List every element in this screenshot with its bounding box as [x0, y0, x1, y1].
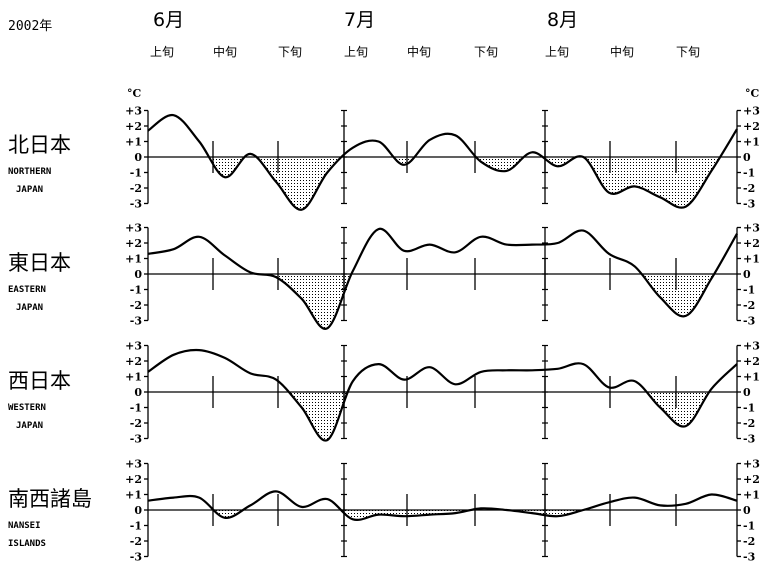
panel-northern-japan: 北日本 NORTHERN JAPAN +3 +2 +1 0 -1 -2 -3 +3 +2 +1 0 -…	[8, 105, 760, 211]
y-tick-label: +1	[743, 371, 760, 384]
y-tick-label: 0	[743, 268, 751, 281]
anomaly-series-line	[147, 490, 738, 521]
y-tick-label: -2	[743, 182, 755, 195]
dekad-label: 上旬	[545, 45, 569, 59]
y-tick-label: -2	[743, 535, 755, 548]
y-tick-label: -2	[130, 417, 142, 430]
y-tick-label: -1	[743, 520, 755, 533]
y-tick-label: -2	[743, 417, 755, 430]
year-label: 2002年	[8, 19, 52, 34]
anomaly-series-line	[147, 227, 738, 330]
anomaly-series-line	[147, 114, 738, 211]
region-name-en-line2: JAPAN	[16, 303, 43, 313]
y-tick-label: +1	[125, 253, 142, 266]
y-tick-label: +3	[125, 105, 142, 118]
region-name-en-line1: WESTERN	[8, 403, 46, 413]
y-tick-label: -2	[130, 535, 142, 548]
region-name-en-line1: NORTHERN	[8, 167, 51, 177]
y-tick-label: +3	[743, 458, 760, 471]
y-tick-label: -3	[743, 433, 755, 446]
month-label-july: 7月	[344, 9, 375, 31]
y-tick-label: +2	[125, 355, 142, 368]
y-tick-label: +2	[125, 120, 142, 133]
y-tick-label: -3	[743, 551, 755, 563]
y-tick-label: +1	[743, 253, 760, 266]
y-tick-label: 0	[743, 386, 751, 399]
y-tick-label: +2	[125, 473, 142, 486]
unit-label-left: °C	[127, 87, 142, 100]
y-tick-label: +3	[743, 340, 760, 353]
y-tick-label: -1	[130, 402, 142, 415]
y-tick-label: -2	[130, 182, 142, 195]
region-name-western-japan: 西日本	[8, 369, 71, 393]
y-tick-label: 0	[743, 151, 751, 164]
y-tick-label: +1	[125, 371, 142, 384]
negative-anomaly-shading	[148, 392, 737, 441]
y-tick-label: -1	[743, 284, 755, 297]
y-tick-label: +2	[743, 237, 760, 250]
panel-western-japan: 西日本 WESTERN JAPAN +3 +2 +1 0 -1 -2 -3 +3 +2 +1 0 -1…	[8, 340, 760, 446]
y-tick-label: -3	[743, 198, 755, 211]
y-tick-label: -1	[743, 402, 755, 415]
y-tick-label: +3	[743, 222, 760, 235]
y-tick-label: 0	[743, 504, 751, 517]
negative-anomaly-shading	[148, 274, 737, 329]
y-tick-label: +1	[125, 136, 142, 149]
y-tick-label: +3	[125, 458, 142, 471]
y-tick-label: +1	[125, 489, 142, 502]
y-tick-label: 0	[134, 268, 142, 281]
unit-label-right: °C	[745, 87, 760, 100]
y-tick-label: +2	[743, 473, 760, 486]
dekad-label: 中旬	[213, 44, 237, 59]
y-tick-label: -1	[130, 284, 142, 297]
y-tick-label: -3	[130, 315, 142, 328]
region-name-en-line1: EASTERN	[8, 285, 46, 295]
region-name-en-line2: JAPAN	[16, 185, 43, 195]
y-tick-label: 0	[134, 151, 142, 164]
negative-anomaly-shading	[148, 510, 737, 520]
y-tick-label: +3	[743, 105, 760, 118]
panel-nansei-islands: 南西諸島 NANSEI ISLANDS +3 +2 +1 0 -1 -2 -3 +3 +2 +1 0…	[8, 458, 760, 563]
month-label-august: 8月	[547, 9, 578, 31]
y-tick-label: -1	[743, 167, 755, 180]
region-name-northern-japan: 北日本	[8, 133, 71, 157]
region-name-en-line2: JAPAN	[16, 421, 43, 431]
dekad-label: 中旬	[610, 44, 634, 59]
region-name-nansei-islands: 南西諸島	[8, 487, 92, 511]
region-name-eastern-japan: 東日本	[8, 251, 71, 275]
y-tick-label: -3	[743, 315, 755, 328]
y-tick-label: -2	[743, 299, 755, 312]
y-tick-label: +2	[743, 355, 760, 368]
y-tick-label: -3	[130, 198, 142, 211]
y-tick-label: +3	[125, 340, 142, 353]
y-tick-label: -1	[130, 167, 142, 180]
y-tick-label: 0	[134, 386, 142, 399]
dekad-label: 下旬	[676, 45, 700, 59]
dekad-label: 上旬	[150, 45, 174, 59]
month-label-june: 6月	[153, 9, 184, 31]
dekad-label: 上旬	[344, 45, 368, 59]
dekad-label: 下旬	[278, 45, 302, 59]
y-tick-label: +2	[125, 237, 142, 250]
y-tick-label: -3	[130, 433, 142, 446]
anomaly-series-line	[147, 348, 738, 442]
dekad-label: 下旬	[474, 45, 498, 59]
region-name-en-line2: ISLANDS	[8, 539, 46, 549]
region-name-en-line1: NANSEI	[8, 521, 41, 531]
panel-eastern-japan: 東日本 EASTERN JAPAN +3 +2 +1 0 -1 -2 -3 +3 +2 +1 0 -1…	[8, 222, 760, 330]
y-tick-label: +1	[743, 136, 760, 149]
negative-anomaly-shading	[148, 157, 737, 210]
y-tick-label: +3	[125, 222, 142, 235]
y-tick-label: 0	[134, 504, 142, 517]
y-tick-label: +1	[743, 489, 760, 502]
y-tick-label: +2	[743, 120, 760, 133]
dekad-label: 中旬	[407, 44, 431, 59]
y-tick-label: -1	[130, 520, 142, 533]
y-tick-label: -3	[130, 551, 142, 563]
y-tick-label: -2	[130, 299, 142, 312]
